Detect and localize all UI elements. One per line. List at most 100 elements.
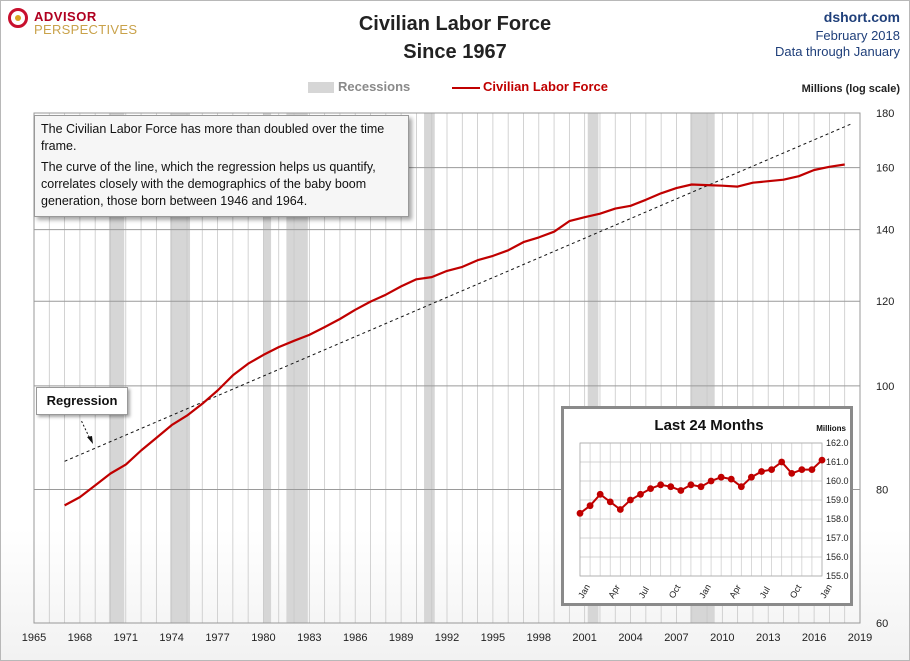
inset-data-point xyxy=(627,496,634,504)
chart-subtitle: Since 1967 xyxy=(403,41,507,63)
x-tick-label: 1977 xyxy=(205,632,229,644)
legend-series-label: Civilian Labor Force xyxy=(483,79,608,94)
x-tick-label: 1989 xyxy=(389,632,413,644)
inset-y-tick-label: 159.0 xyxy=(826,495,849,505)
y-axis-unit-label: Millions (log scale) xyxy=(801,83,900,95)
y-tick-label: 120 xyxy=(876,296,894,308)
source-through: Data through January xyxy=(774,44,900,59)
inset-plot-border xyxy=(579,442,823,577)
inset-chart-svg: 155.0 156.0 157.0 158.0 159.0 160.0 161.0 162.0… xyxy=(576,438,849,600)
x-tick-label: 2007 xyxy=(664,632,688,644)
inset-data-point xyxy=(616,506,624,513)
inset-x-tick-label: Jan xyxy=(576,582,592,600)
x-tick-label: 2001 xyxy=(572,632,596,644)
inset-x-tick-label: Jul xyxy=(758,585,772,600)
x-tick-label: 1998 xyxy=(527,632,551,644)
y-tick-label: 140 xyxy=(876,225,894,237)
inset-y-tick-label: 156.0 xyxy=(826,552,849,562)
x-tick-label: 1971 xyxy=(114,632,138,644)
x-tick-label: 1965 xyxy=(22,632,46,644)
x-tick-label: 1983 xyxy=(297,632,321,644)
inset-y-tick-label: 158.0 xyxy=(826,514,849,524)
recession-band xyxy=(587,113,599,623)
x-tick-label: 1974 xyxy=(159,632,183,644)
x-tick-label: 1980 xyxy=(251,632,275,644)
inset-x-tick-label: Jan xyxy=(818,582,834,600)
logo-line2: PERSPECTIVES xyxy=(34,22,138,37)
y-tick-labels: 60 80 100 120 140 160 180 xyxy=(876,108,894,630)
inset-data-point xyxy=(677,487,685,494)
y-tick-label: 180 xyxy=(876,108,894,120)
inset-title: Last 24 Months xyxy=(654,417,764,434)
inset-data-point xyxy=(818,456,826,464)
logo-mark-icon xyxy=(8,8,28,28)
chart-title: Civilian Labor Force xyxy=(358,13,552,35)
inset-unit-label: Millions xyxy=(816,424,846,433)
x-tick-label: 2004 xyxy=(618,632,642,644)
y-tick-label: 160 xyxy=(876,163,894,175)
inset-data-point xyxy=(748,473,755,481)
inset-y-tick-label: 162.0 xyxy=(826,438,849,448)
inset-y-tick-labels: 155.0 156.0 157.0 158.0 159.0 160.0 161.0 162.0 xyxy=(826,438,849,581)
inset-data-point xyxy=(768,466,775,473)
y-tick-label: 100 xyxy=(876,381,894,393)
annotation-text-2: The curve of the line, which the regress… xyxy=(41,160,376,208)
inset-data-point xyxy=(727,475,735,483)
x-tick-label: 2019 xyxy=(848,632,872,644)
recession-band xyxy=(263,113,272,623)
recession-band xyxy=(108,113,125,623)
series-line-group xyxy=(64,163,845,507)
inset-chart: Last 24 Months Millions 155.0 156.0 157.0 1… xyxy=(561,406,853,606)
inset-data-point xyxy=(606,498,614,506)
annotation-box: The Civilian Labor Force has more than d… xyxy=(34,115,409,217)
inset-data-point xyxy=(737,483,745,491)
legend-recession-swatch xyxy=(308,82,334,93)
civilian-labor-force-line xyxy=(64,163,845,507)
inset-series-group xyxy=(576,456,826,517)
y-tick-label: 60 xyxy=(876,618,888,630)
inset-data-point xyxy=(687,481,695,489)
recession-band xyxy=(424,113,435,623)
x-tick-label: 1992 xyxy=(435,632,459,644)
x-tick-label: 1968 xyxy=(68,632,92,644)
inset-data-point xyxy=(778,458,786,466)
x-tick-label: 2010 xyxy=(710,632,734,644)
inset-y-tick-label: 161.0 xyxy=(826,457,849,467)
regression-line xyxy=(64,122,853,462)
inset-y-tick-label: 157.0 xyxy=(826,533,849,543)
inset-y-tick-label: 160.0 xyxy=(826,476,849,486)
recession-band xyxy=(170,113,191,623)
inset-x-tick-labels: Jan Apr Jul Oct Jan Apr Jul Oct Jan xyxy=(576,582,834,600)
plot-area-border xyxy=(33,112,861,624)
inset-data-point xyxy=(586,502,594,510)
inset-gridlines xyxy=(579,442,823,577)
y-tick-label: 80 xyxy=(876,484,888,496)
inset-data-point xyxy=(576,509,584,517)
inset-data-point xyxy=(788,470,796,477)
inset-data-point xyxy=(637,490,644,498)
x-tick-labels: 1965 1968 1971 1974 1977 1980 1983 1986 1989 1992… xyxy=(22,632,872,644)
inset-data-point xyxy=(667,483,675,491)
advisor-perspectives-logo: ADVISOR PERSPECTIVES xyxy=(8,8,148,38)
regression-line-group xyxy=(64,122,853,462)
legend-series-swatch xyxy=(452,87,480,89)
inset-x-tick-label: Oct xyxy=(667,582,683,600)
inset-data-point xyxy=(798,466,806,473)
inset-data-point xyxy=(808,466,816,473)
inset-data-point xyxy=(596,490,604,498)
inset-data-point xyxy=(697,483,705,491)
inset-data-point xyxy=(707,477,715,485)
inset-x-tick-label: Apr xyxy=(727,583,743,600)
legend-recessions-label: Recessions xyxy=(338,79,411,94)
inset-data-point xyxy=(647,485,654,492)
annotation-text-1: The Civilian Labor Force has more than d… xyxy=(41,122,385,153)
inset-data-point xyxy=(717,473,725,481)
inset-x-tick-label: Apr xyxy=(606,583,622,600)
x-tick-label: 1986 xyxy=(343,632,367,644)
recession-band xyxy=(286,113,308,623)
inset-y-tick-label: 155.0 xyxy=(826,571,849,581)
x-tick-label: 1995 xyxy=(481,632,505,644)
source-site: dshort.com xyxy=(823,9,900,25)
source-date: February 2018 xyxy=(815,28,900,43)
